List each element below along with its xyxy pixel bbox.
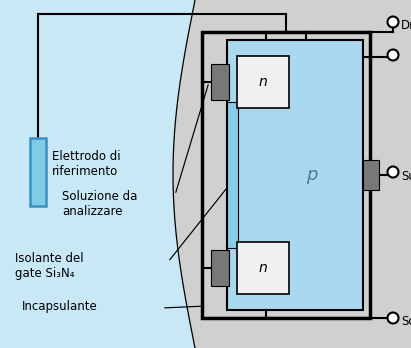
Bar — [30, 138, 46, 206]
Text: Substrato: Substrato — [401, 169, 411, 182]
Bar — [227, 102, 238, 248]
Text: n: n — [259, 261, 268, 275]
Circle shape — [388, 313, 399, 324]
Bar — [211, 250, 229, 286]
Text: p: p — [306, 166, 317, 184]
Bar — [227, 40, 363, 310]
Polygon shape — [0, 0, 195, 348]
Circle shape — [388, 49, 399, 61]
Circle shape — [388, 166, 399, 177]
Text: n: n — [259, 75, 268, 89]
Circle shape — [388, 16, 399, 27]
Bar — [237, 242, 289, 294]
Bar — [202, 32, 370, 318]
Bar — [211, 64, 229, 100]
Text: Isolante del
gate Si₃N₄: Isolante del gate Si₃N₄ — [15, 252, 83, 280]
Text: Drenaggio: Drenaggio — [401, 19, 411, 32]
Bar — [363, 160, 379, 190]
Text: Sorgente: Sorgente — [401, 316, 411, 329]
Text: Elettrodo di
riferimento: Elettrodo di riferimento — [52, 150, 120, 178]
Bar — [237, 56, 289, 108]
Text: Incapsulante: Incapsulante — [22, 300, 98, 313]
Text: Soluzione da
analizzare: Soluzione da analizzare — [62, 190, 137, 218]
